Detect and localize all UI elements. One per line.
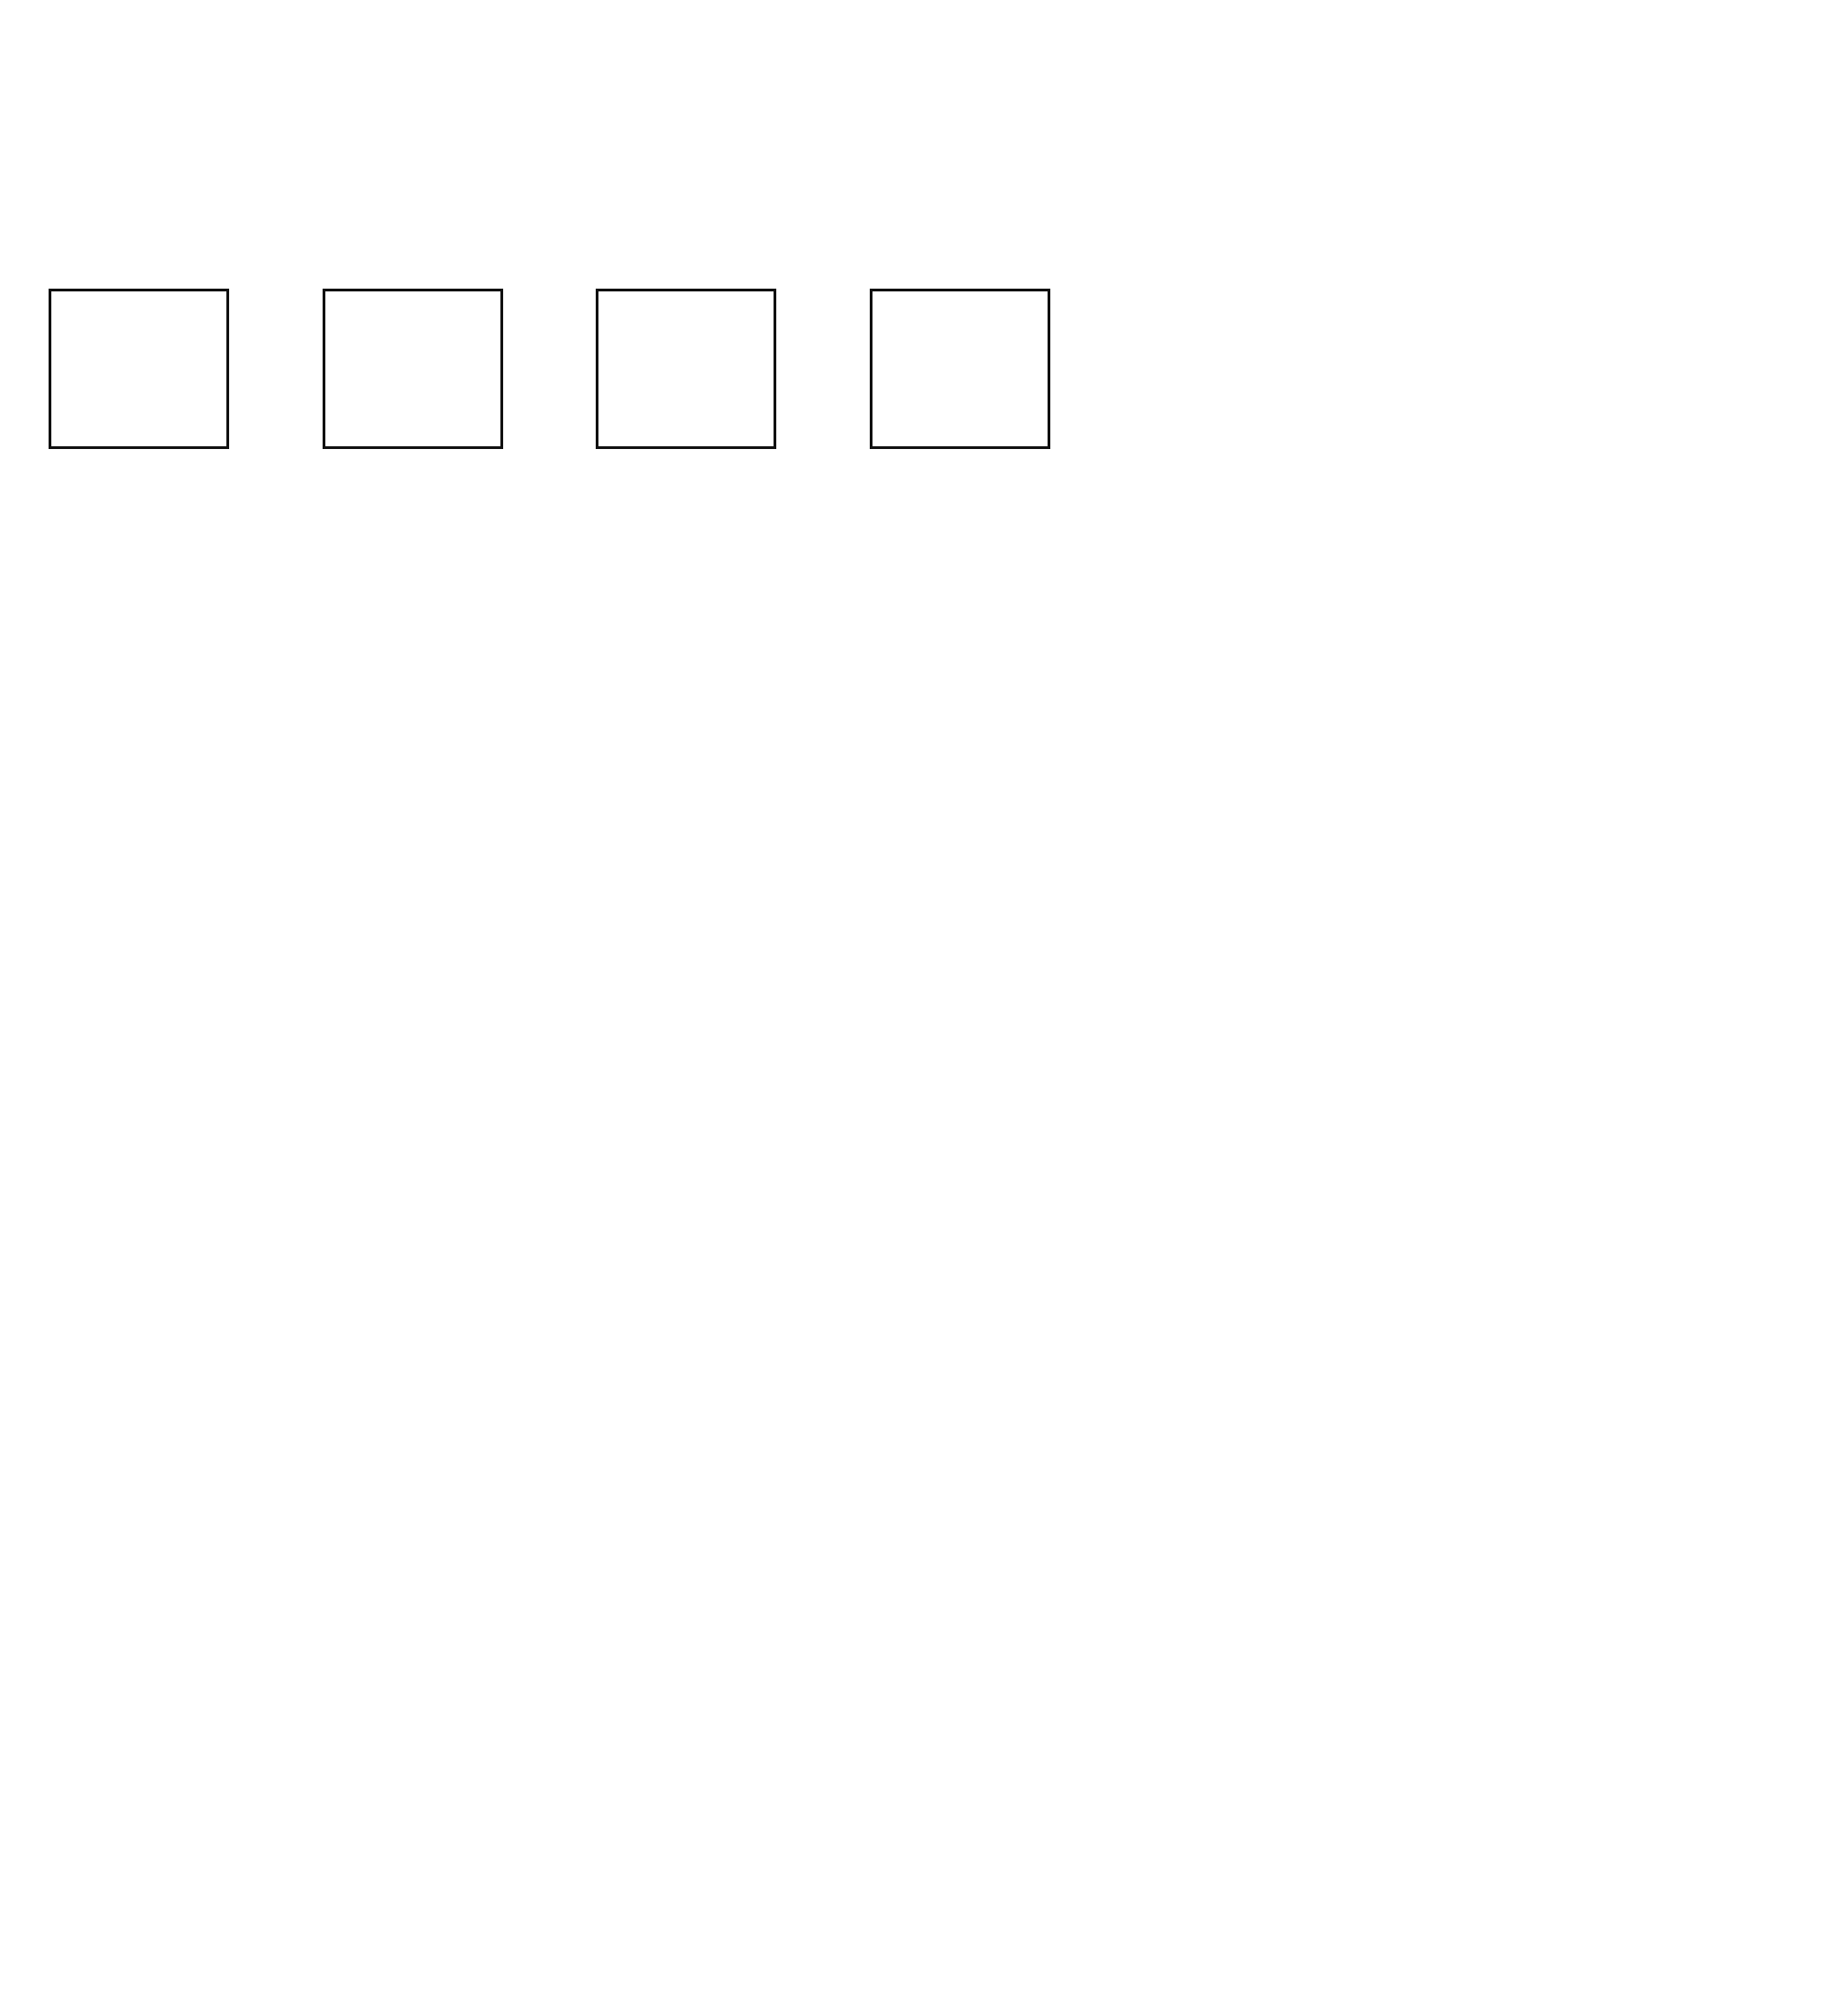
overall-score-box — [49, 289, 229, 449]
defense-impact-box — [596, 289, 776, 449]
finishing-impact-box — [870, 289, 1050, 449]
offense-impact-box — [323, 289, 503, 449]
